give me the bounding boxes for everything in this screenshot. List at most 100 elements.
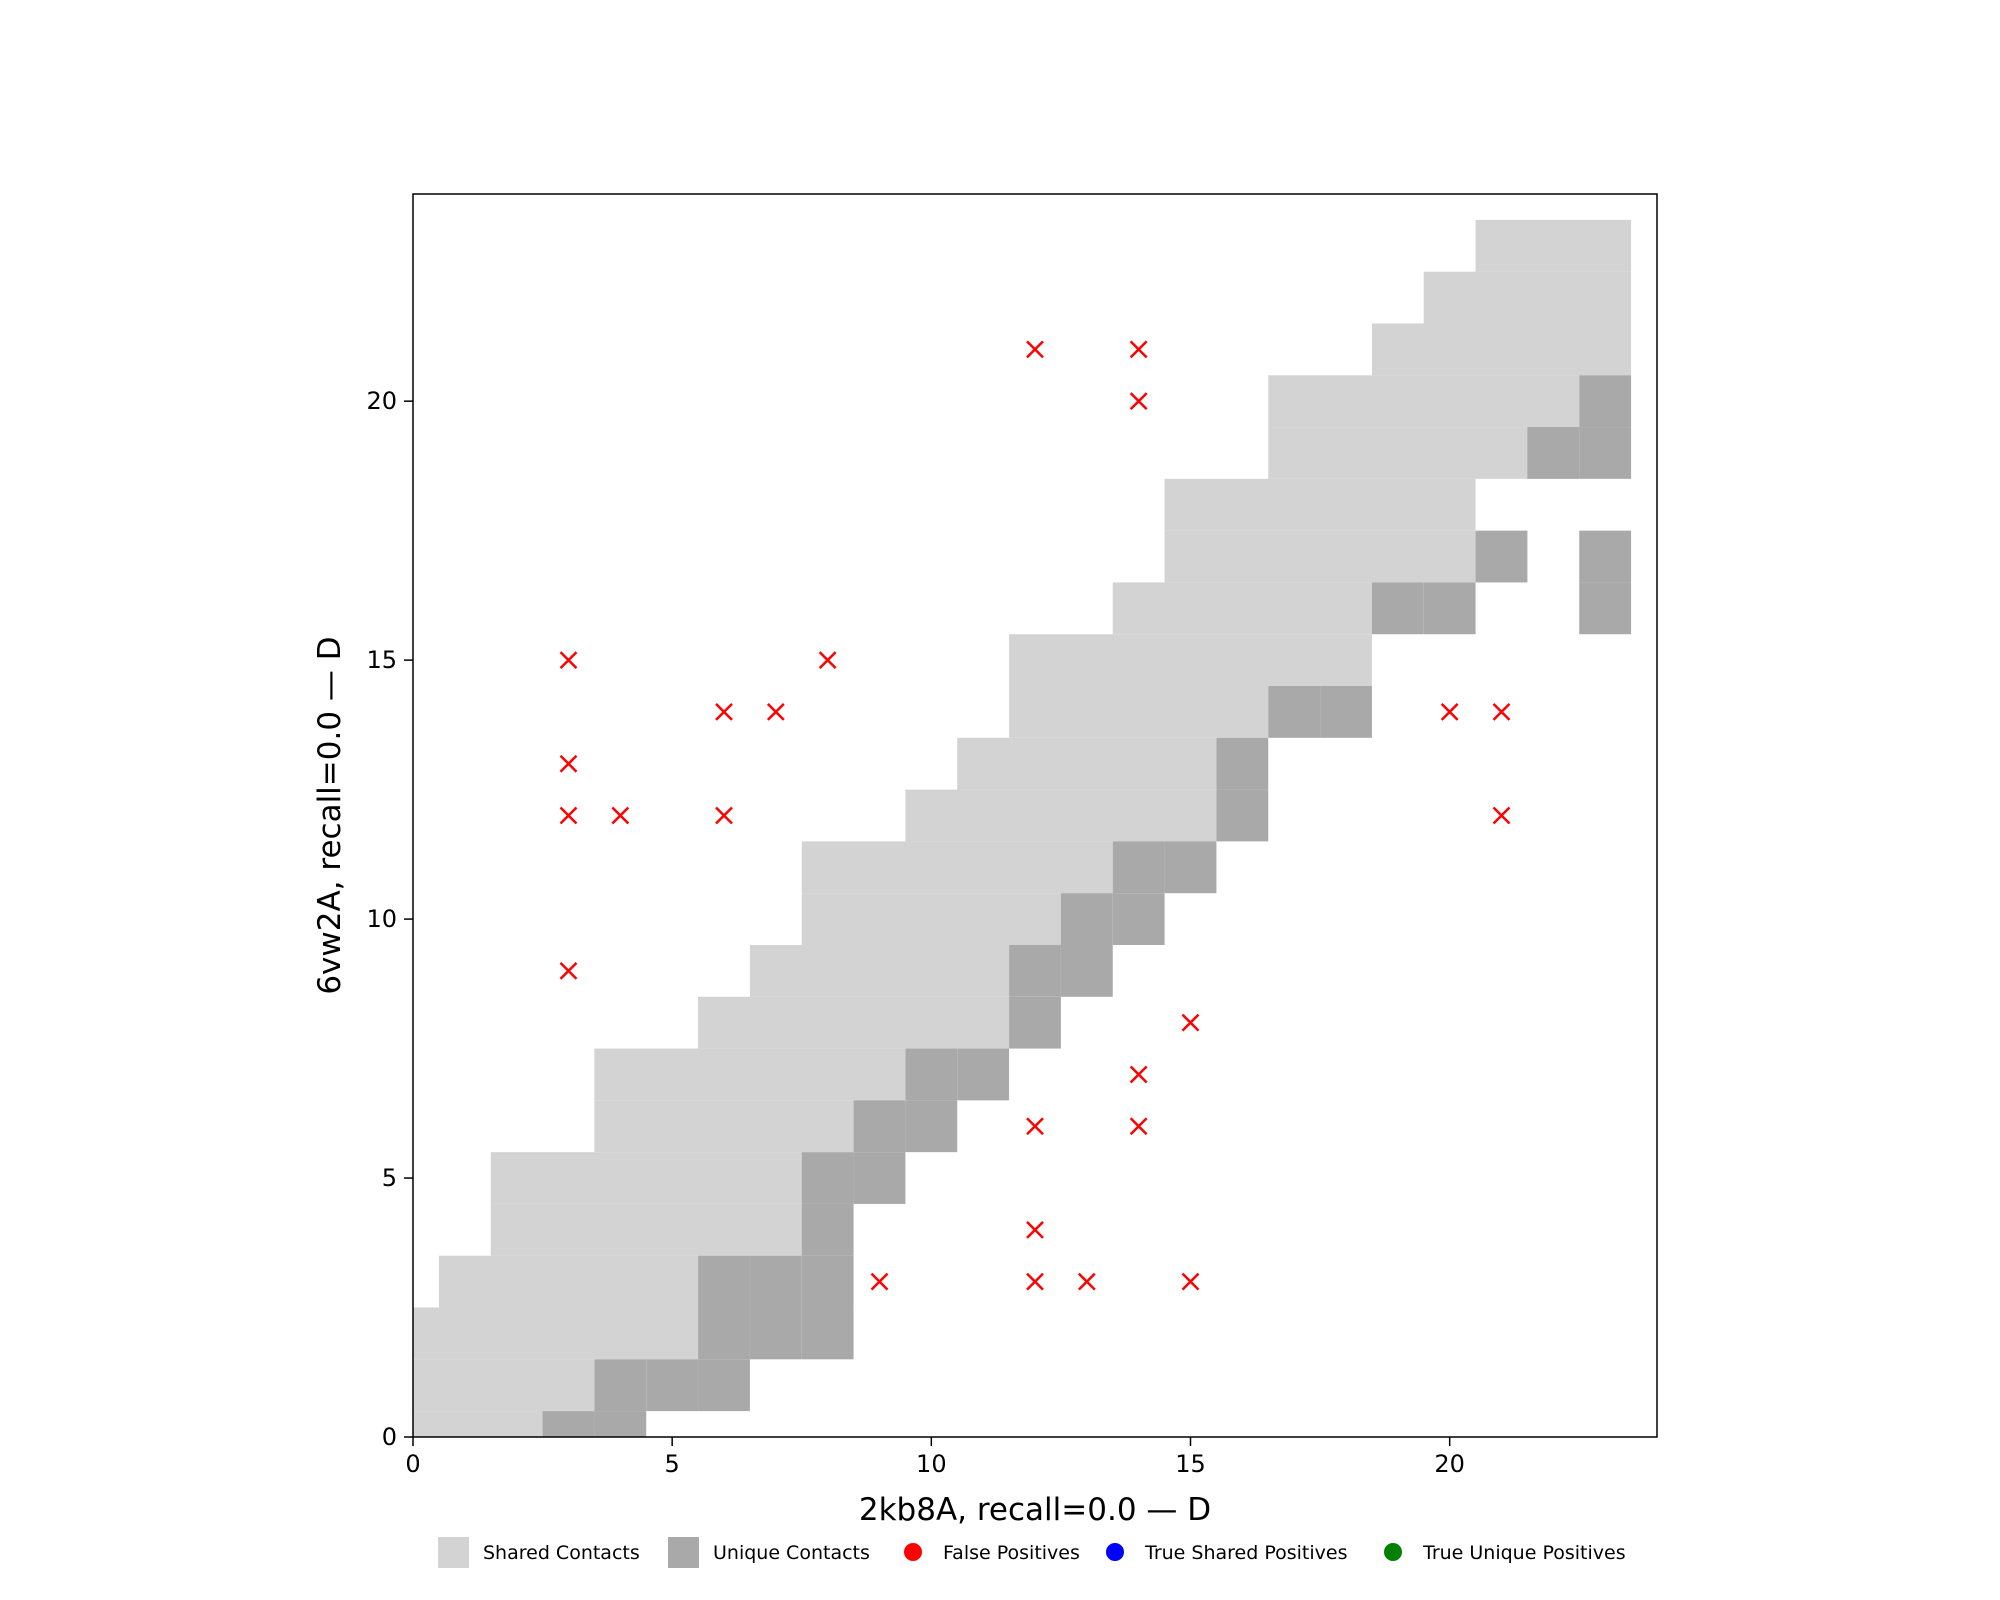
unique-contact-cell <box>1579 530 1632 583</box>
false-positive-marker <box>766 703 785 721</box>
unique-contact-cell <box>801 1255 854 1308</box>
x-tick-label: 5 <box>665 1450 680 1478</box>
unique-contact-cell <box>698 1255 750 1308</box>
shared-contact-cell <box>1423 271 1632 324</box>
unique-contact-cell <box>853 1152 906 1204</box>
x-axis-ticks: 0 5 10 15 20 <box>405 1437 1465 1478</box>
y-axis-label: 6vw2A, recall=0.0 — D <box>312 636 348 994</box>
x-tick-label: 10 <box>916 1450 947 1478</box>
false-positive-marker <box>1492 703 1511 721</box>
prediction-markers <box>559 340 1511 1291</box>
shared-contact-cell <box>1371 323 1632 376</box>
false-positive-marker <box>870 1272 889 1291</box>
unique-contact-cell <box>1268 686 1321 738</box>
unique-contact-cell <box>1527 427 1580 479</box>
x-axis-label: 2kb8A, recall=0.0 — D <box>859 1492 1211 1528</box>
false-positive-marker <box>715 806 733 825</box>
shared-contact-cell <box>413 1307 699 1360</box>
legend-label: True Shared Positives <box>1144 1542 1347 1564</box>
y-axis-ticks: 0 5 10 15 20 <box>366 387 413 1451</box>
false-positive-marker <box>1440 703 1459 721</box>
y-tick-label: 10 <box>366 905 397 933</box>
shared-contact-cell <box>749 944 1010 997</box>
x-tick-label: 20 <box>1434 1450 1465 1478</box>
shared-contact-cell <box>801 893 1061 945</box>
unique-contact-cell <box>1423 582 1476 635</box>
legend-item: True Unique Positives <box>1384 1542 1626 1564</box>
unique-contact-cell <box>957 1048 1010 1101</box>
unique-contact-cell <box>905 1100 958 1153</box>
unique-contact-cell <box>749 1307 802 1360</box>
y-tick-label: 15 <box>366 646 397 674</box>
false-positive-marker <box>1181 1013 1200 1032</box>
legend-item: Shared Contacts <box>438 1537 640 1568</box>
false-positive-marker <box>559 651 578 670</box>
false-positive-marker <box>1026 1220 1044 1239</box>
unique-contact-cell <box>1579 582 1632 635</box>
unique-contact-cell <box>1371 582 1424 635</box>
unique-contact-cell <box>1475 530 1528 583</box>
unique-contact-cell <box>1579 375 1632 428</box>
unique-contact-cell <box>801 1307 854 1360</box>
shared-contact-cell <box>1164 530 1476 583</box>
plot-frame <box>412 193 1658 1438</box>
shared-contact-cell <box>490 1203 802 1256</box>
legend-item: False Positives <box>904 1542 1080 1564</box>
shared-contact-cell <box>905 789 1217 842</box>
shared-contact-cell <box>1164 478 1476 531</box>
unique-contact-cell <box>1112 893 1165 945</box>
unique-contact-cell <box>1320 686 1372 738</box>
shared-contact-cell <box>594 1048 906 1101</box>
shared-contact-cell <box>698 996 1010 1049</box>
shared-contact-cell <box>490 1152 802 1204</box>
unique-contact-cell <box>1009 996 1061 1049</box>
false-positive-marker <box>559 961 578 980</box>
unique-contact-cell <box>1164 841 1217 894</box>
shared-contact-cell <box>1475 219 1632 272</box>
unique-contact-cell <box>698 1359 750 1412</box>
unique-contact-cell <box>749 1255 802 1308</box>
shared-contact-cell <box>438 1255 699 1308</box>
unique-contact-cell <box>1060 944 1113 997</box>
false-positive-marker <box>559 806 578 825</box>
unique-contact-cell <box>542 1411 595 1437</box>
false-positive-marker <box>1129 392 1148 411</box>
unique-contact-cell <box>1060 893 1113 945</box>
shared-contact-cell <box>1268 375 1580 428</box>
legend-marker <box>904 1543 922 1561</box>
false-positive-marker <box>1129 340 1148 359</box>
false-positive-marker <box>715 703 733 721</box>
unique-contact-cell <box>1579 427 1632 479</box>
y-tick-label: 0 <box>382 1423 397 1451</box>
false-positive-marker <box>1026 1117 1044 1136</box>
legend-label: True Unique Positives <box>1422 1542 1626 1564</box>
unique-contact-cell <box>801 1152 854 1204</box>
y-tick-label: 20 <box>366 387 397 415</box>
unique-contact-cell <box>853 1100 906 1153</box>
shared-contact-cell <box>1009 634 1372 687</box>
false-positive-marker <box>1492 806 1511 825</box>
x-tick-label: 15 <box>1175 1450 1206 1478</box>
unique-contact-cell <box>646 1359 699 1412</box>
legend-label: Unique Contacts <box>713 1542 870 1564</box>
false-positive-marker <box>1129 1117 1148 1136</box>
false-positive-marker <box>1026 1272 1044 1291</box>
unique-contact-cell <box>801 1203 854 1256</box>
shared-contact-cell <box>594 1100 854 1153</box>
legend-swatch <box>438 1537 469 1568</box>
legend-item: True Shared Positives <box>1106 1542 1347 1564</box>
shared-contact-cell <box>413 1411 543 1437</box>
legend: Shared Contacts Unique Contacts False Posi… <box>438 1537 1626 1568</box>
legend-marker <box>1384 1543 1402 1561</box>
unique-contact-cell <box>1216 737 1269 790</box>
false-positive-marker <box>611 806 630 825</box>
false-positive-marker <box>1077 1272 1096 1291</box>
false-positive-marker <box>1181 1272 1200 1291</box>
unique-contact-cell <box>594 1411 647 1437</box>
unique-contact-cell <box>1216 789 1269 842</box>
legend-marker <box>1106 1543 1124 1561</box>
y-tick-label: 5 <box>382 1164 397 1192</box>
unique-contact-cell <box>698 1307 750 1360</box>
contact-cells <box>413 219 1632 1437</box>
